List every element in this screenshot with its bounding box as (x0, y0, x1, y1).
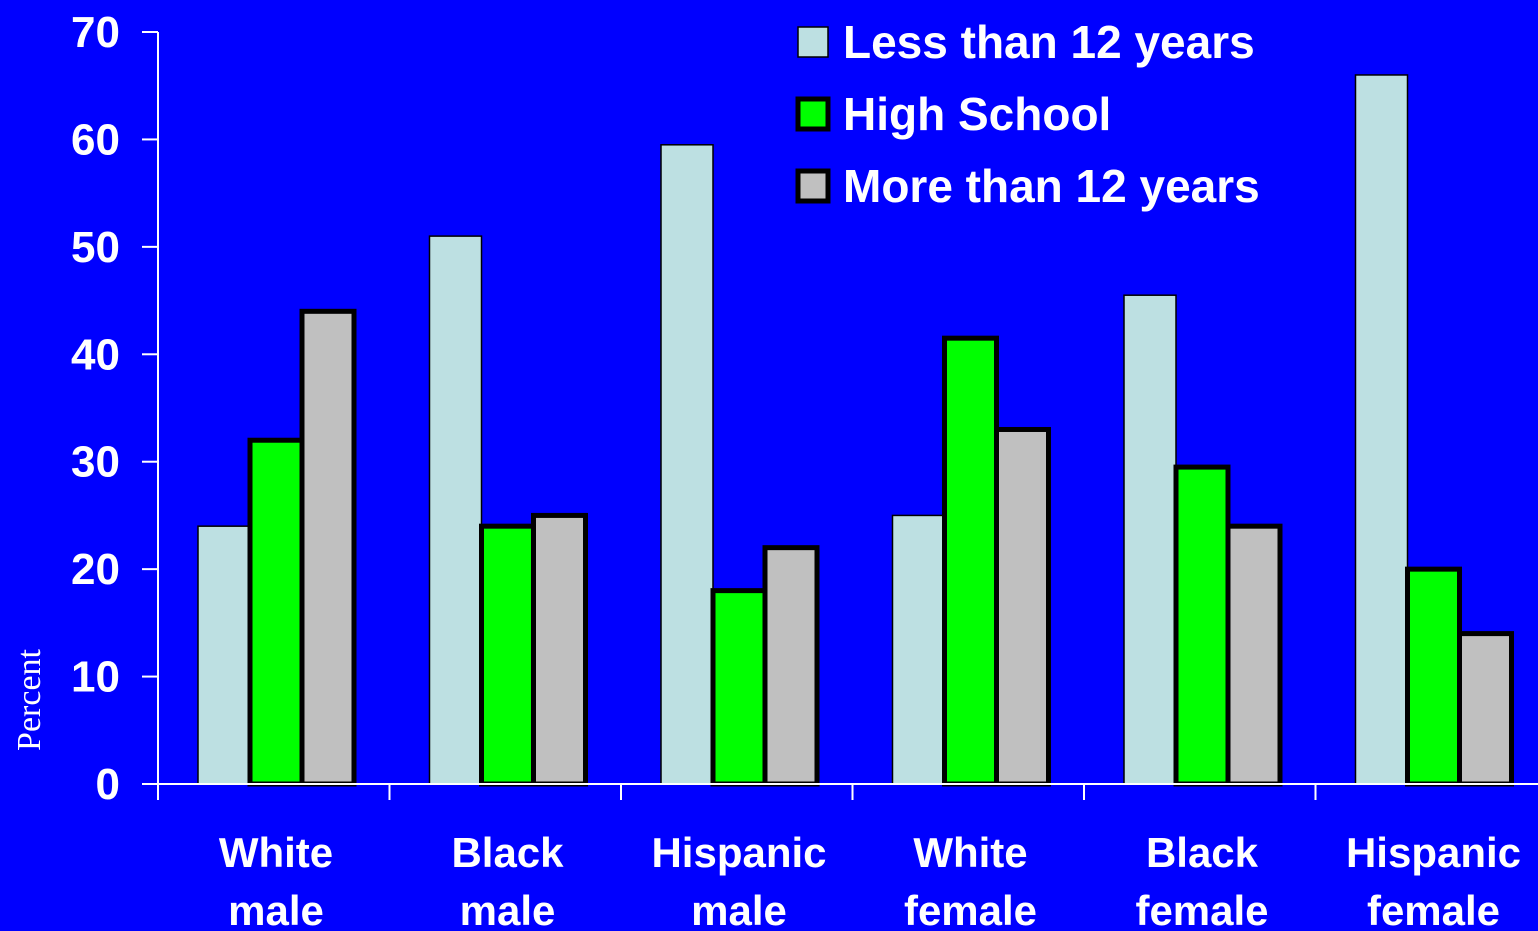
y-tick-label-7: 70 (71, 8, 120, 57)
legend-swatch-1 (795, 96, 831, 132)
bar-3-0 (891, 514, 946, 785)
category-label-2-0: Hispanic (651, 829, 826, 876)
y-tick-label-3: 30 (71, 438, 120, 487)
bar-0-1 (247, 437, 305, 787)
bars-group (197, 74, 1514, 787)
bar-1-2 (531, 512, 588, 787)
legend-label-0: Less than 12 years (843, 16, 1255, 68)
category-label-5-0: Hispanic (1346, 829, 1521, 876)
category-label-3-1: female (904, 887, 1037, 931)
category-label-3-0: White (913, 829, 1027, 876)
y-tick-label-0: 0 (96, 760, 120, 809)
category-label-1-0: Black (451, 829, 564, 876)
bar-0-0 (197, 525, 251, 785)
category-label-0-0: White (219, 829, 333, 876)
bar-2-1 (710, 588, 768, 787)
legend-swatch-0 (797, 26, 829, 58)
y-tick-label-6: 60 (71, 115, 120, 164)
bar-4-0 (1123, 294, 1177, 785)
y-tick-label-4: 40 (71, 330, 120, 379)
legend-swatch-2 (795, 168, 831, 204)
y-tick-label-5: 50 (71, 223, 120, 272)
legend-label-1: High School (843, 88, 1111, 140)
bar-3-2 (994, 426, 1051, 787)
bar-5-0 (1354, 74, 1409, 785)
category-label-0-1: male (228, 887, 324, 931)
y-tick-label-2: 20 (71, 545, 120, 594)
bar-2-0 (660, 144, 714, 785)
bar-4-2 (1225, 523, 1283, 787)
category-label-1-1: male (460, 887, 556, 931)
bar-0-2 (299, 308, 357, 787)
bar-5-2 (1457, 631, 1514, 787)
bar-4-1 (1173, 464, 1231, 787)
category-label-2-1: male (691, 887, 787, 931)
legend: Less than 12 years High School More than 1… (795, 16, 1260, 212)
category-label-5-1: female (1367, 887, 1500, 931)
bar-5-1 (1405, 566, 1462, 787)
bar-2-2 (762, 545, 820, 787)
bar-1-0 (428, 235, 483, 785)
bar-3-1 (942, 335, 999, 787)
category-label-4-0: Black (1146, 829, 1259, 876)
bar-1-1 (479, 523, 536, 787)
y-axis-label: Percent (11, 648, 48, 751)
legend-label-2: More than 12 years (843, 160, 1260, 212)
category-label-4-1: female (1135, 887, 1268, 931)
axes-group: 0 10 20 30 40 50 60 70 White male Black male Hispani… (71, 8, 1538, 931)
y-tick-label-1: 10 (71, 653, 120, 702)
